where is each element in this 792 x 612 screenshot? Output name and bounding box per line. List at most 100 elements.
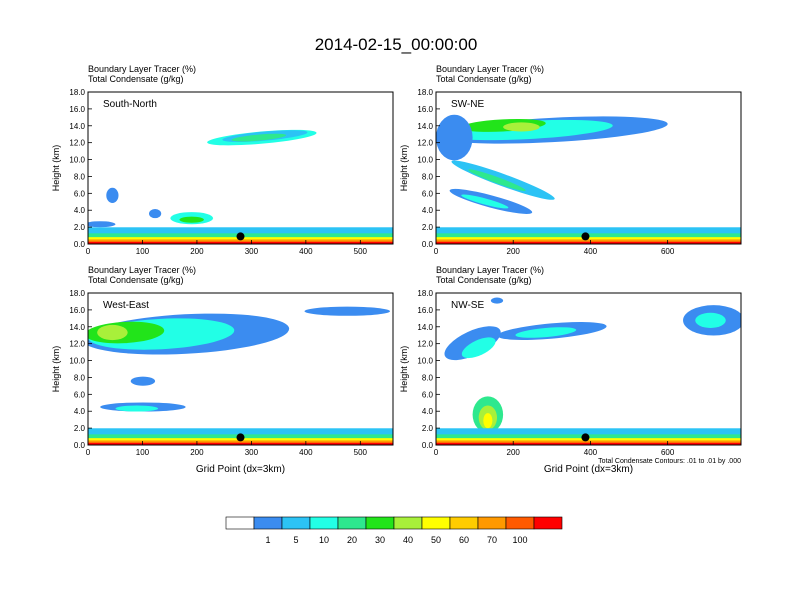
tracer-plume-6 bbox=[115, 405, 159, 412]
y-tick-label: 14.0 bbox=[69, 122, 85, 131]
x-tick-label: 400 bbox=[584, 448, 598, 457]
panels: Boundary Layer Tracer (%)Total Condensat… bbox=[51, 64, 742, 475]
location-marker bbox=[581, 232, 590, 241]
plot-frame bbox=[435, 91, 742, 245]
x-tick-label: 0 bbox=[86, 247, 91, 256]
tracer-plume-3 bbox=[503, 122, 540, 132]
panel-label: SW-NE bbox=[451, 99, 484, 110]
panel-title-condensate: Total Condensate (g/kg) bbox=[88, 275, 184, 285]
y-tick-label: 2.0 bbox=[74, 223, 86, 232]
tracer-plume-5 bbox=[695, 312, 726, 328]
tracer-plume-7 bbox=[130, 376, 156, 386]
figure-title: 2014-02-15_00:00:00 bbox=[315, 35, 478, 54]
y-tick-label: 2.0 bbox=[422, 223, 434, 232]
x-tick-label: 300 bbox=[245, 247, 259, 256]
colorbar-swatch-3 bbox=[309, 516, 339, 530]
tracer-plume-4 bbox=[106, 187, 119, 203]
panel-south-north: Boundary Layer Tracer (%)Total Condensat… bbox=[51, 64, 394, 256]
panel-label-bg bbox=[100, 97, 170, 109]
y-tick-label: 8.0 bbox=[422, 172, 434, 181]
panel-label: South-North bbox=[103, 99, 157, 110]
y-tick-label: 4.0 bbox=[74, 206, 86, 215]
y-tick-label: 16.0 bbox=[69, 306, 85, 315]
tracer-plume-6 bbox=[490, 297, 504, 304]
x-tick-label: 500 bbox=[354, 247, 368, 256]
contour-footnote: Total Condensate Contours: .01 to .01 by… bbox=[598, 458, 741, 465]
tracer-plume-2 bbox=[231, 133, 287, 142]
tracer-plume-8 bbox=[461, 194, 509, 209]
x-tick-label: 0 bbox=[86, 448, 91, 457]
panel-title-tracer: Boundary Layer Tracer (%) bbox=[436, 265, 544, 275]
y-tick-label: 2.0 bbox=[422, 424, 434, 433]
y-tick-label: 14.0 bbox=[69, 323, 85, 332]
x-tick-label: 200 bbox=[190, 247, 204, 256]
tracer-plume-4 bbox=[436, 114, 473, 161]
y-tick-label: 0.0 bbox=[74, 240, 86, 249]
colorbar-swatch-10 bbox=[505, 516, 535, 530]
x-tick-label: 300 bbox=[245, 448, 259, 457]
y-tick-label: 12.0 bbox=[69, 340, 85, 349]
y-axis-label: Height (km) bbox=[51, 145, 61, 192]
y-tick-label: 8.0 bbox=[74, 373, 86, 382]
panel-nw-se: Boundary Layer Tracer (%) Total Condensat… bbox=[399, 265, 742, 475]
boundary-layer-band-4 bbox=[436, 241, 741, 244]
panel-title-condensate: Total Condensate (g/kg) bbox=[436, 74, 532, 84]
colorbar-swatch-6 bbox=[393, 516, 423, 530]
x-tick-label: 100 bbox=[136, 448, 150, 457]
boundary-layer-band-4 bbox=[88, 442, 393, 445]
tracer-plume-6 bbox=[468, 169, 526, 191]
panel-label-bg bbox=[448, 97, 480, 109]
y-tick-label: 6.0 bbox=[422, 390, 434, 399]
panel-label: NW-SE bbox=[451, 300, 484, 311]
x-tick-label: 500 bbox=[354, 448, 368, 457]
y-tick-label: 4.0 bbox=[74, 407, 86, 416]
y-tick-label: 2.0 bbox=[74, 424, 86, 433]
y-tick-label: 10.0 bbox=[417, 357, 433, 366]
x-tick-label: 100 bbox=[136, 247, 150, 256]
colorbar-swatch-11 bbox=[533, 516, 563, 530]
x-tick-label: 600 bbox=[661, 448, 675, 457]
colorbar-label: 100 bbox=[512, 535, 527, 545]
panel-title-tracer: Boundary Layer Tracer (%) bbox=[88, 265, 196, 275]
panel-label-bg bbox=[100, 298, 157, 310]
x-axis-label: Grid Point (dx=3km) bbox=[196, 464, 285, 475]
panel-label: West-East bbox=[103, 300, 149, 311]
panel-title-condensate: Total Condensate (g/kg) bbox=[88, 74, 184, 84]
y-tick-label: 14.0 bbox=[417, 323, 433, 332]
x-tick-label: 400 bbox=[299, 247, 313, 256]
panel-title-tracer: Boundary Layer Tracer (%) bbox=[436, 64, 544, 74]
plot-frame bbox=[435, 292, 742, 446]
y-tick-label: 6.0 bbox=[74, 390, 86, 399]
y-tick-label: 0.0 bbox=[422, 240, 434, 249]
colorbar-swatch-1 bbox=[253, 516, 283, 530]
colorbar-label: 5 bbox=[293, 535, 298, 545]
colorbar-swatch-2 bbox=[281, 516, 311, 530]
y-tick-label: 14.0 bbox=[417, 122, 433, 131]
colorbar: 1 5 10 20 30 40 50 60 70 100 bbox=[225, 516, 563, 545]
colorbar-label: 70 bbox=[487, 535, 497, 545]
tracer-plume-3 bbox=[149, 209, 162, 219]
colorbar-label: 60 bbox=[459, 535, 469, 545]
colorbar-label: 30 bbox=[375, 535, 385, 545]
x-axis-label: Grid Point (dx=3km) bbox=[544, 464, 633, 475]
colorbar-label: 40 bbox=[403, 535, 413, 545]
colorbar-swatch-5 bbox=[365, 516, 395, 530]
y-axis-label: Height (km) bbox=[399, 346, 409, 393]
location-marker bbox=[581, 433, 590, 442]
field bbox=[88, 293, 393, 445]
x-tick-label: 200 bbox=[190, 448, 204, 457]
tracer-plume-9 bbox=[483, 413, 493, 429]
field bbox=[436, 293, 741, 445]
y-tick-label: 12.0 bbox=[417, 340, 433, 349]
y-tick-label: 8.0 bbox=[422, 373, 434, 382]
y-tick-label: 16.0 bbox=[417, 105, 433, 114]
tracer-plume-4 bbox=[304, 306, 390, 316]
tracer-plume-3 bbox=[97, 324, 128, 341]
panel-west-east: Boundary Layer Tracer (%)Total Condensat… bbox=[51, 265, 394, 475]
panel-label-bg bbox=[448, 298, 480, 310]
y-tick-label: 4.0 bbox=[422, 206, 434, 215]
y-tick-label: 10.0 bbox=[69, 357, 85, 366]
colorbar-swatch-8 bbox=[449, 516, 479, 530]
x-tick-label: 0 bbox=[434, 247, 439, 256]
panel-sw-ne: Boundary Layer Tracer (%)Total Condensat… bbox=[399, 64, 742, 256]
